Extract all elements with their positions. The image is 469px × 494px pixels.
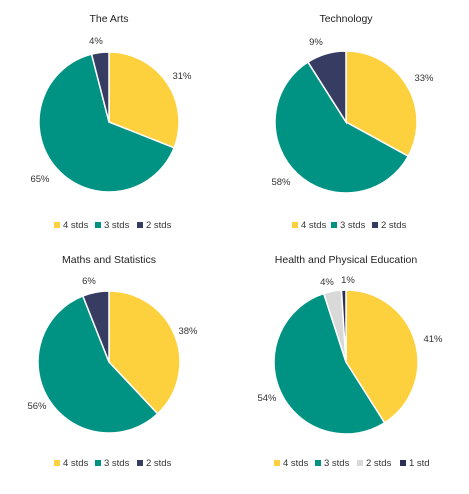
legend-swatch-4-stds — [274, 460, 280, 466]
legend-swatch-1-std — [400, 460, 406, 466]
legend-label-4-stds: 4 stds — [301, 220, 327, 231]
pie-slice-4-stds — [108, 51, 180, 149]
legend-label-4-stds: 4 stds — [283, 458, 309, 469]
data-label-4-stds: 31% — [172, 71, 192, 82]
chart-title: Technology — [319, 13, 373, 25]
legend: 4 stds 3 stds 2 stds — [54, 220, 172, 231]
data-label-3-stds: 58% — [271, 177, 291, 188]
legend-label-3-stds: 3 stds — [340, 220, 366, 231]
data-label-2-stds: 6% — [82, 276, 96, 287]
legend-swatch-4-stds — [54, 222, 60, 228]
legend-label-1-std: 1 std — [409, 458, 430, 469]
pie-chart-maths-and-statistics: Maths and Statistics 38% 56% 6% 4 stds 3 stds… — [27, 254, 198, 469]
legend-label-3-stds: 3 stds — [104, 458, 130, 469]
legend-swatch-2-stds — [137, 222, 143, 228]
legend-swatch-3-stds — [95, 460, 101, 466]
data-label-3-stds: 65% — [30, 174, 50, 185]
legend: 4 stds 3 stds 2 stds — [54, 458, 172, 469]
legend-label-2-stds: 2 stds — [146, 458, 172, 469]
pie-chart-health-and-physical-education: Health and Physical Education 41% 54% 4% 1% 4… — [257, 254, 443, 469]
pie-chart-the-arts: The Arts 31% 65% 4% 4 stds 3 stds 2 stds — [30, 13, 192, 231]
chart-title: Health and Physical Education — [275, 254, 418, 266]
pie-slice-3-stds — [37, 295, 159, 434]
data-label-4-stds: 33% — [414, 73, 434, 84]
legend-swatch-3-stds — [95, 222, 101, 228]
legend-label-4-stds: 4 stds — [63, 220, 89, 231]
legend-label-4-stds: 4 stds — [63, 458, 89, 469]
data-label-2-stds: 4% — [320, 277, 334, 288]
data-label-2-stds: 9% — [309, 37, 323, 48]
data-label-2-stds: 4% — [89, 36, 103, 47]
data-label-4-stds: 38% — [178, 326, 198, 337]
legend-swatch-2-stds — [137, 460, 143, 466]
pie-slice-2-stds — [81, 290, 110, 363]
pie-slice-2-stds — [90, 51, 110, 123]
legend: 4 stds 3 stds 2 stds — [292, 220, 407, 231]
legend-swatch-3-stds — [331, 222, 337, 228]
data-label-3-stds: 54% — [257, 393, 277, 404]
data-label-4-stds: 41% — [423, 334, 443, 345]
pie-slice-3-stds — [274, 61, 410, 194]
pie-slice-3-stds — [273, 292, 386, 435]
legend-swatch-3-stds — [315, 460, 321, 466]
pie-chart-technology: Technology 33% 58% 9% 4 stds 3 stds 2 stds — [271, 13, 434, 231]
pie-slice-4-stds — [345, 50, 418, 158]
legend-swatch-2-stds — [357, 460, 363, 466]
pie-slice-2-stds — [306, 50, 347, 125]
pie-slice-4-stds — [108, 290, 181, 415]
legend-label-2-stds: 2 stds — [381, 220, 407, 231]
legend-swatch-2-stds — [372, 222, 378, 228]
legend-swatch-4-stds — [292, 222, 298, 228]
data-label-1-std: 1% — [341, 275, 355, 286]
pie-slice-1-std — [340, 289, 347, 363]
legend-label-2-stds: 2 stds — [146, 220, 172, 231]
pie-slice-3-stds — [38, 53, 176, 193]
legend-swatch-4-stds — [54, 460, 60, 466]
data-label-3-stds: 56% — [27, 401, 47, 412]
chart-title: Maths and Statistics — [62, 254, 156, 266]
chart-title: The Arts — [89, 13, 128, 25]
legend-label-2-stds: 2 stds — [366, 458, 392, 469]
legend-label-3-stds: 3 stds — [324, 458, 350, 469]
legend: 4 stds 3 stds 2 stds 1 std — [274, 458, 430, 469]
legend-label-3-stds: 3 stds — [104, 220, 130, 231]
